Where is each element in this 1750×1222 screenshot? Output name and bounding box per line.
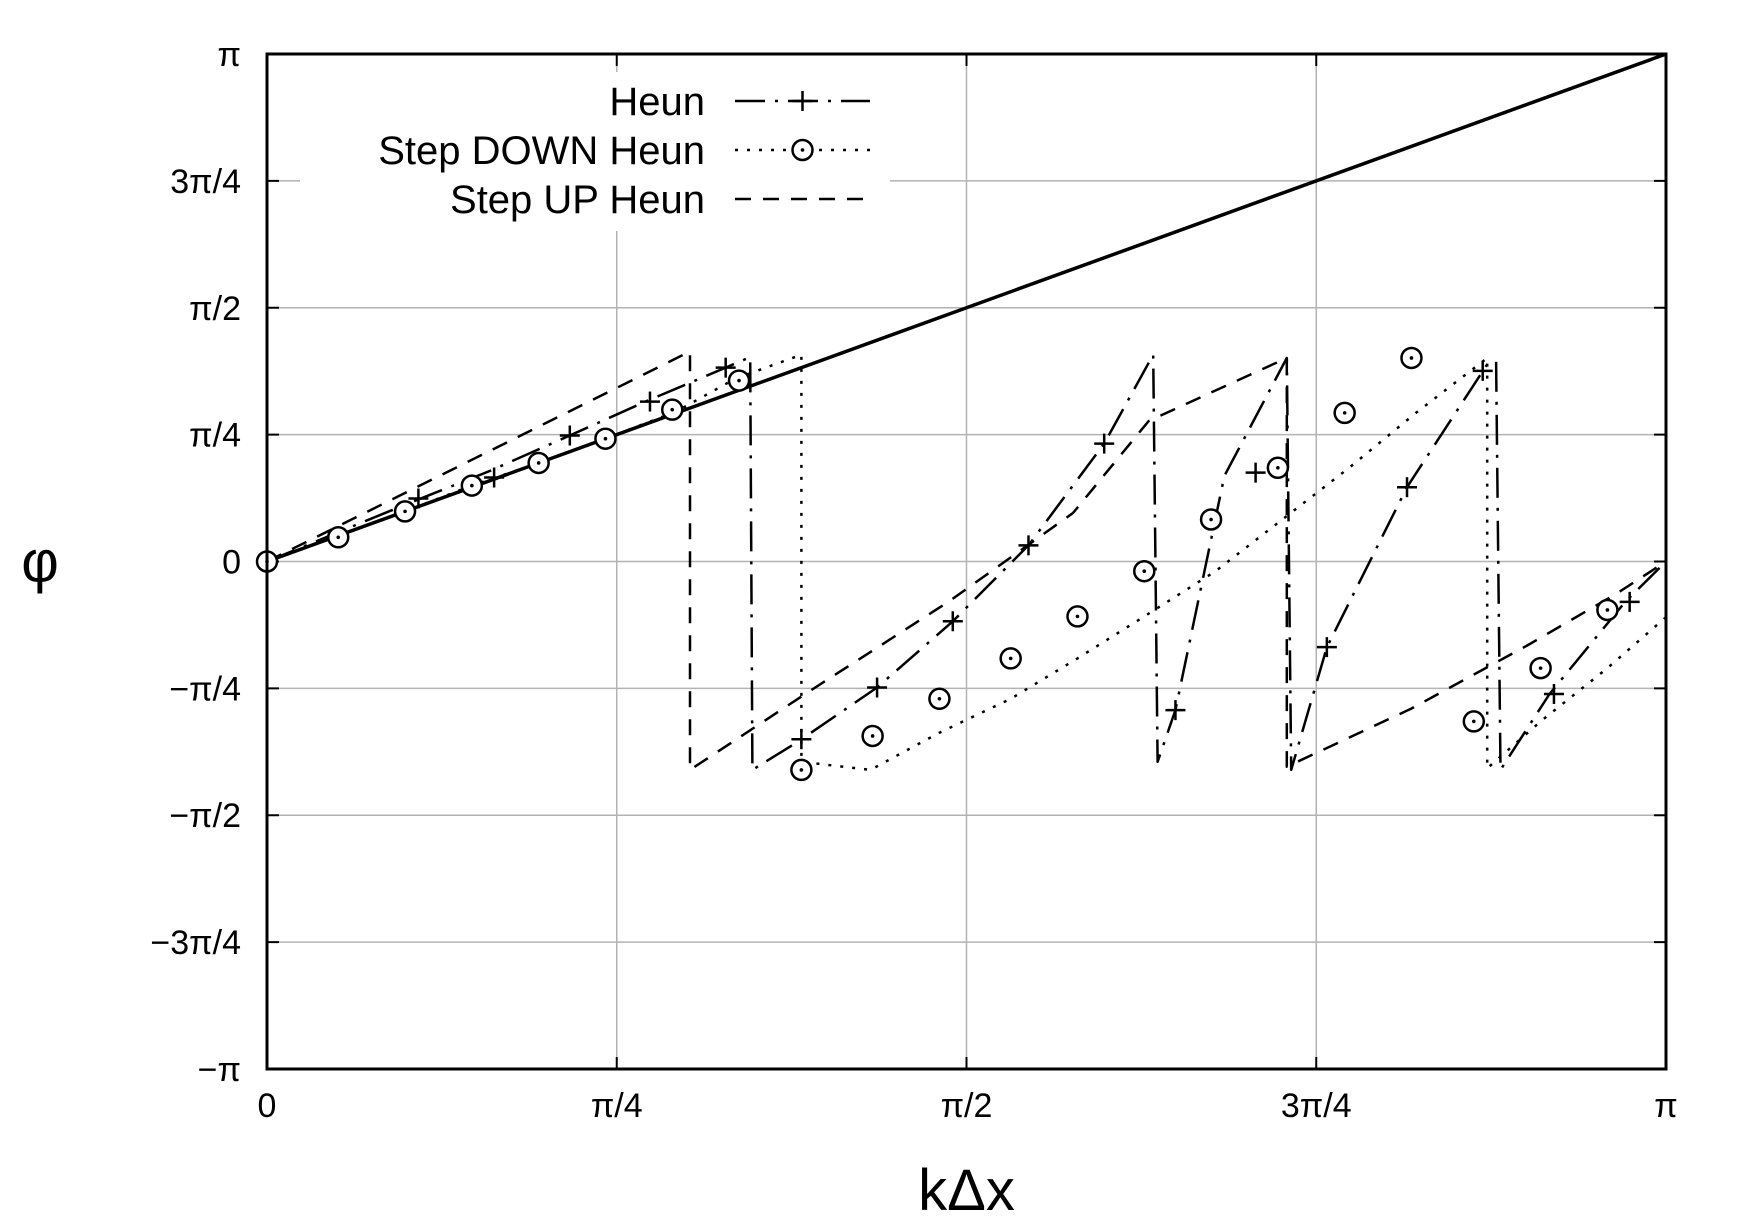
marker-down [727,369,751,392]
series-line-up [267,350,1666,772]
marker-down [460,474,484,497]
marker-heun [715,357,736,378]
x-axis-label: kΔx [918,1158,1015,1222]
y-tick-label: π/4 [189,417,241,455]
marker-heun [484,467,505,488]
marker-down [1333,401,1356,425]
markers [255,346,1640,782]
marker-heun [639,391,660,412]
y-tick-label: −π/2 [169,797,241,835]
x-tick-label: π/4 [591,1087,643,1125]
marker-down [1596,598,1619,622]
marker-down [327,526,350,549]
marker-down [594,427,617,450]
marker-heun [791,729,812,750]
y-tick-label: −π [198,1051,241,1089]
y-axis-label: φ [21,530,59,595]
plot-frame [265,52,1668,1071]
legend: Heun Step DOWN Heun Step UP Heun [300,72,890,231]
marker-heun [408,488,429,509]
marker-down [1133,559,1156,583]
marker-heun [942,611,963,632]
legend-item-down: Step DOWN Heun [378,129,870,173]
legend-label: Heun [609,80,705,124]
marker-down [1066,605,1089,628]
legend-marker [791,138,814,162]
marker-heun [1619,591,1640,612]
y-tick-label: π/2 [189,290,241,328]
legend-label: Step DOWN Heun [378,129,705,173]
marker-down [790,758,813,782]
marker-heun [1165,700,1186,721]
marker-heun [1397,477,1418,498]
marker-down [1266,456,1290,480]
marker-down [393,500,417,523]
marker-heun [1245,462,1266,483]
marker-down [660,398,684,421]
marker-down [861,724,884,748]
y-tick-label: π [218,36,241,74]
marker-heun [1543,683,1564,704]
series-line-heun [267,353,1666,772]
marker-heun [1094,433,1115,454]
marker-down [1199,508,1223,531]
marker-down [1400,346,1423,370]
y-tick-label: −π/4 [169,670,241,708]
x-tick-label: π [1654,1087,1677,1125]
marker-down [999,647,1022,670]
marker-down [1529,656,1552,680]
marker-heun [559,425,580,446]
marker-down [1462,710,1486,733]
marker-heun [1472,360,1493,381]
marker-heun [1018,535,1039,556]
marker-heun [1316,637,1337,658]
y-tick-label: −3π/4 [150,924,241,962]
y-tick-label: 0 [222,544,241,582]
legend-marker [792,91,813,111]
tick-labels: 0 π/4 π/2 3π/4 π π 3π/4 π/2 π/4 0 −π/4 −π/2 −3π/4 −π [150,36,1677,1125]
legend-item-up: Step UP Heun [450,178,870,222]
x-tick-label: π/2 [941,1087,993,1125]
x-tick-label: 3π/4 [1281,1087,1352,1125]
legend-item-heun: Heun [609,80,870,124]
marker-heun [867,677,888,698]
marker-down [928,687,951,711]
series-line-down [267,353,1666,772]
y-tick-label: 3π/4 [170,163,241,201]
x-tick-label: 0 [258,1087,277,1125]
marker-down [527,451,550,475]
legend-label: Step UP Heun [450,178,705,222]
